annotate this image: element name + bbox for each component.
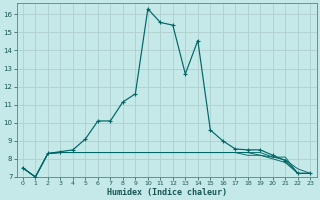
X-axis label: Humidex (Indice chaleur): Humidex (Indice chaleur) — [107, 188, 227, 197]
